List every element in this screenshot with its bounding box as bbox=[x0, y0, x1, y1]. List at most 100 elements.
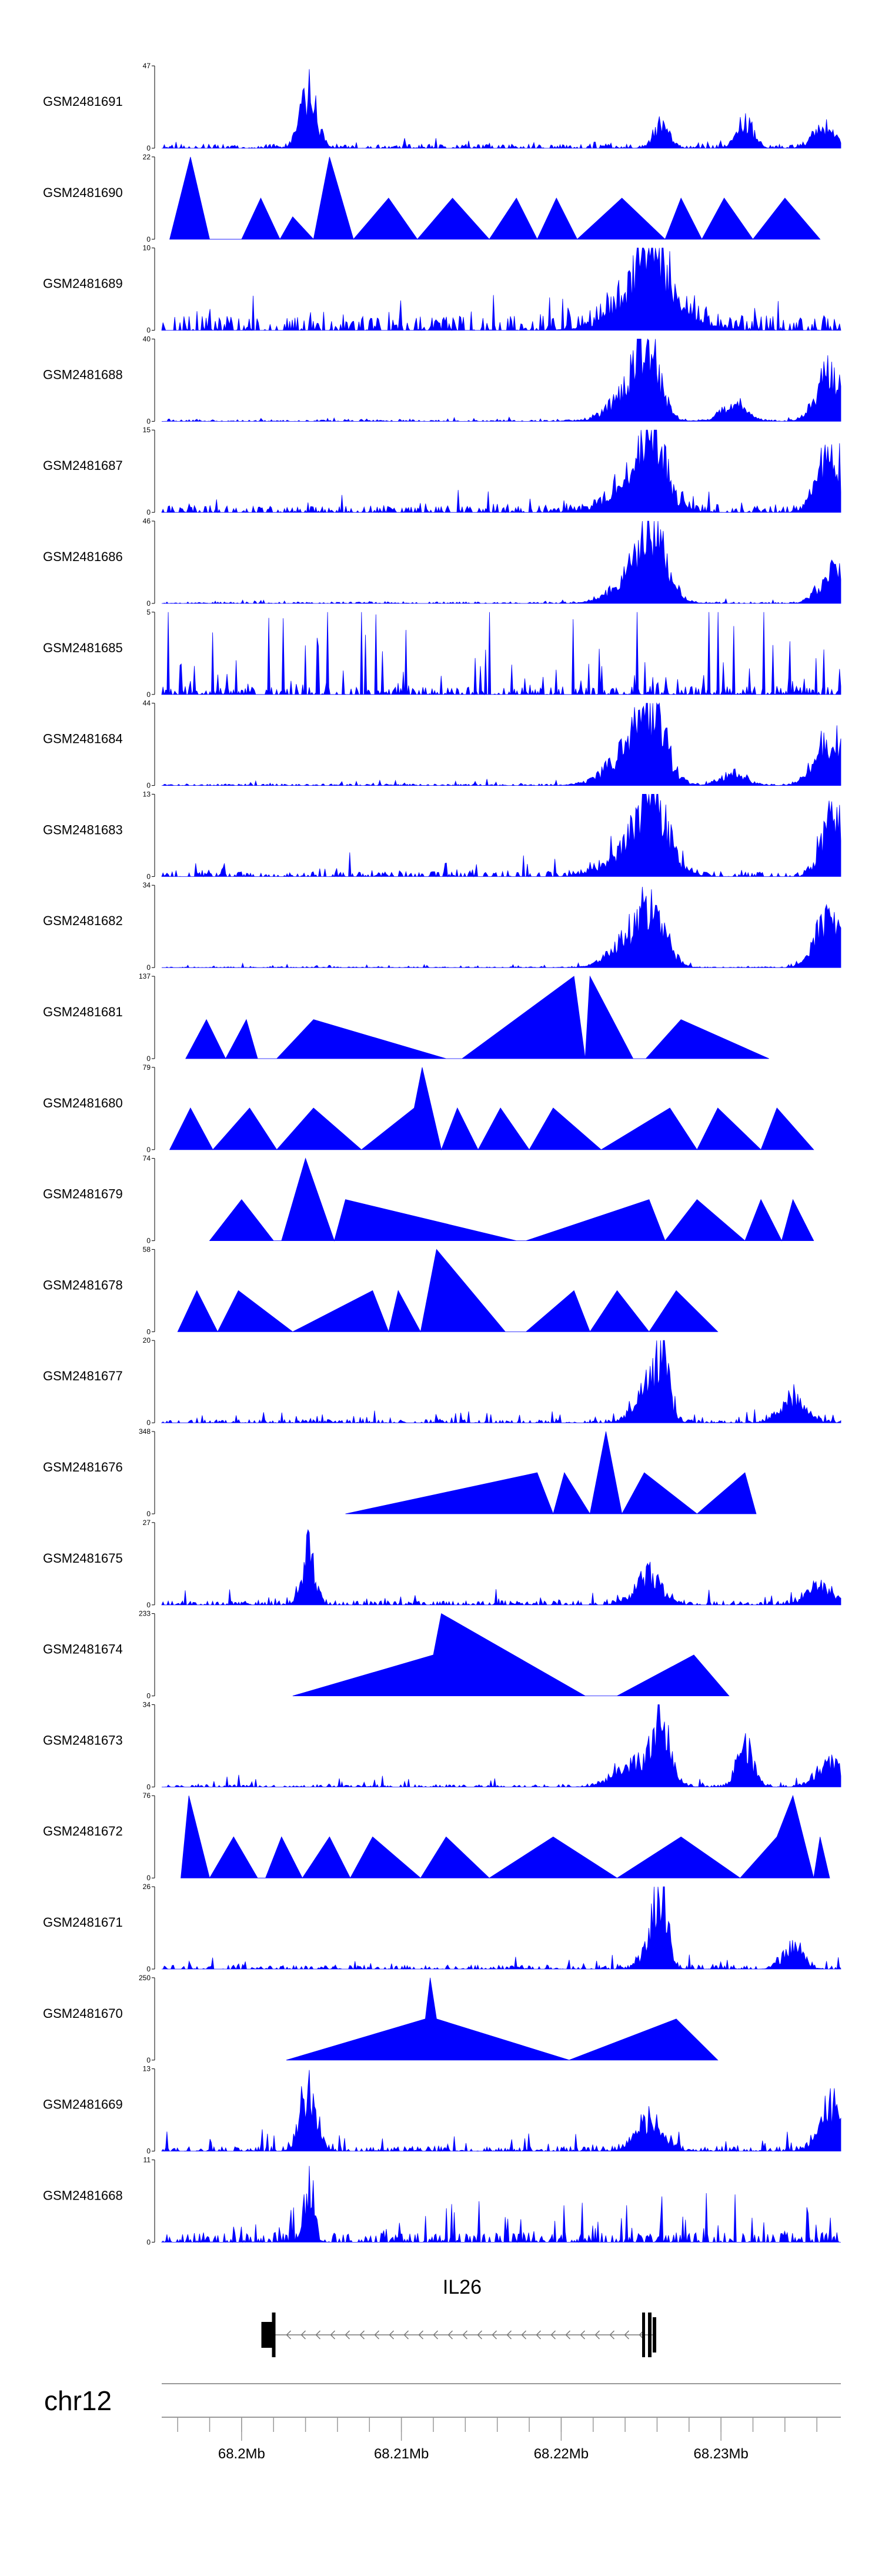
y-axis-zero-label: 0 bbox=[146, 2147, 151, 2155]
coverage-area bbox=[161, 794, 841, 877]
coverage-area bbox=[161, 612, 841, 696]
track-label: GSM2481670 bbox=[43, 2006, 123, 2021]
coverage-area bbox=[292, 1613, 730, 1696]
track-label: GSM2481684 bbox=[43, 732, 123, 746]
coverage-area bbox=[161, 2070, 841, 2153]
y-axis-zero-label: 0 bbox=[146, 144, 151, 152]
y-axis-zero-label: 0 bbox=[146, 1601, 151, 1609]
y-axis-max-label: 27 bbox=[143, 1519, 151, 1527]
strand-arrow bbox=[433, 2330, 439, 2340]
y-axis-zero-label: 0 bbox=[146, 599, 151, 608]
strand-arrow bbox=[609, 2330, 615, 2340]
track-label: GSM2481677 bbox=[43, 1369, 123, 1383]
y-axis-zero-label: 0 bbox=[146, 1237, 151, 1245]
strand-arrow bbox=[506, 2330, 512, 2340]
strand-arrow bbox=[389, 2330, 395, 2340]
y-axis-max-label: 348 bbox=[139, 1427, 151, 1436]
track-label: GSM2481672 bbox=[43, 1824, 123, 1838]
coverage-area bbox=[162, 1704, 841, 1788]
y-axis-zero-label: 0 bbox=[146, 326, 151, 335]
y-axis-max-label: 58 bbox=[143, 1245, 151, 1253]
track-gsm2481685: GSM2481685 5 0 bbox=[43, 608, 841, 699]
y-axis-zero-label: 0 bbox=[146, 782, 151, 790]
gene-exon-block bbox=[642, 2313, 646, 2357]
y-axis-max-label: 26 bbox=[143, 1883, 151, 1891]
y-axis-zero-label: 0 bbox=[146, 872, 151, 880]
track-gsm2481691: GSM2481691 47 0 bbox=[43, 62, 841, 152]
y-axis-max-label: 79 bbox=[143, 1063, 151, 1072]
coverage-area bbox=[181, 1794, 830, 1879]
track-label: GSM2481682 bbox=[43, 913, 123, 928]
position-label: 68.23Mb bbox=[693, 2446, 748, 2462]
y-axis-zero-label: 0 bbox=[146, 1692, 151, 1700]
coverage-area bbox=[161, 2165, 841, 2243]
y-axis-max-label: 44 bbox=[143, 699, 151, 708]
track-label: GSM2481690 bbox=[43, 185, 123, 200]
coverage-area bbox=[209, 1157, 814, 1242]
coverage-area bbox=[161, 248, 841, 332]
track-gsm2481671: GSM2481671 26 0 bbox=[43, 1883, 841, 1973]
track-gsm2481668: GSM2481668 11 0 bbox=[43, 2155, 841, 2246]
track-gsm2481676: GSM2481676 348 0 bbox=[43, 1427, 757, 1518]
track-label: GSM2481669 bbox=[43, 2097, 123, 2112]
y-axis-zero-label: 0 bbox=[146, 508, 151, 516]
track-gsm2481678: GSM2481678 58 0 bbox=[43, 1245, 719, 1336]
strand-arrow bbox=[624, 2330, 630, 2340]
position-label: 68.2Mb bbox=[218, 2446, 265, 2462]
track-gsm2481677: GSM2481677 20 0 bbox=[43, 1336, 841, 1427]
track-gsm2481673: GSM2481673 34 0 bbox=[43, 1700, 841, 1791]
strand-arrow bbox=[315, 2330, 321, 2340]
track-label: GSM2481678 bbox=[43, 1277, 123, 1292]
y-axis-max-label: 40 bbox=[143, 335, 151, 343]
track-label: GSM2481675 bbox=[43, 1551, 123, 1566]
strand-arrow bbox=[447, 2330, 453, 2340]
coverage-area bbox=[286, 1977, 719, 2061]
track-label: GSM2481683 bbox=[43, 822, 123, 837]
strand-arrow bbox=[374, 2330, 380, 2340]
track-label: GSM2481671 bbox=[43, 1915, 123, 1930]
track-label: GSM2481687 bbox=[43, 458, 123, 473]
coverage-area bbox=[345, 1431, 757, 1515]
track-gsm2481675: GSM2481675 27 0 bbox=[43, 1519, 841, 1609]
track-gsm2481674: GSM2481674 233 0 bbox=[43, 1610, 730, 1700]
coverage-area bbox=[185, 975, 769, 1059]
track-label: GSM2481686 bbox=[43, 549, 123, 564]
gene-track: IL26 bbox=[261, 2276, 657, 2357]
track-label: GSM2481680 bbox=[43, 1096, 123, 1110]
strand-arrow bbox=[521, 2330, 527, 2340]
y-axis-max-label: 20 bbox=[143, 1336, 151, 1344]
gene-exon-block bbox=[648, 2313, 652, 2357]
position-label: 68.21Mb bbox=[374, 2446, 429, 2462]
strand-arrow bbox=[536, 2330, 542, 2340]
coverage-area bbox=[169, 156, 821, 240]
coverage-area bbox=[169, 1067, 814, 1151]
track-gsm2481680: GSM2481680 79 0 bbox=[43, 1063, 814, 1154]
strand-arrow bbox=[565, 2330, 571, 2340]
track-gsm2481670: GSM2481670 250 0 bbox=[43, 1974, 719, 2064]
y-axis-max-label: 76 bbox=[143, 1791, 151, 1800]
y-axis-max-label: 5 bbox=[146, 608, 151, 616]
position-label: 68.22Mb bbox=[534, 2446, 589, 2462]
y-axis-max-label: 22 bbox=[143, 153, 151, 161]
strand-arrow bbox=[359, 2330, 365, 2340]
coverage-area bbox=[162, 1886, 841, 1970]
y-axis-max-label: 74 bbox=[143, 1154, 151, 1163]
coverage-area bbox=[161, 1529, 841, 1606]
track-label: GSM2481679 bbox=[43, 1187, 123, 1202]
track-gsm2481688: GSM2481688 40 0 bbox=[43, 335, 841, 425]
track-label: GSM2481674 bbox=[43, 1642, 123, 1657]
track-label: GSM2481691 bbox=[43, 94, 123, 109]
y-axis-zero-label: 0 bbox=[146, 1146, 151, 1154]
y-axis-max-label: 11 bbox=[143, 2155, 151, 2164]
y-axis-max-label: 13 bbox=[143, 790, 151, 798]
y-axis-zero-label: 0 bbox=[146, 2056, 151, 2064]
coverage-area bbox=[162, 520, 841, 605]
y-axis-zero-label: 0 bbox=[146, 1327, 151, 1336]
coverage-area bbox=[161, 1340, 841, 1424]
strand-arrow bbox=[550, 2330, 556, 2340]
y-axis-max-label: 46 bbox=[143, 517, 151, 525]
track-gsm2481679: GSM2481679 74 0 bbox=[43, 1154, 814, 1245]
y-axis-zero-label: 0 bbox=[146, 1965, 151, 1973]
coverage-area bbox=[162, 69, 841, 149]
gene-utr-block bbox=[261, 2322, 272, 2348]
